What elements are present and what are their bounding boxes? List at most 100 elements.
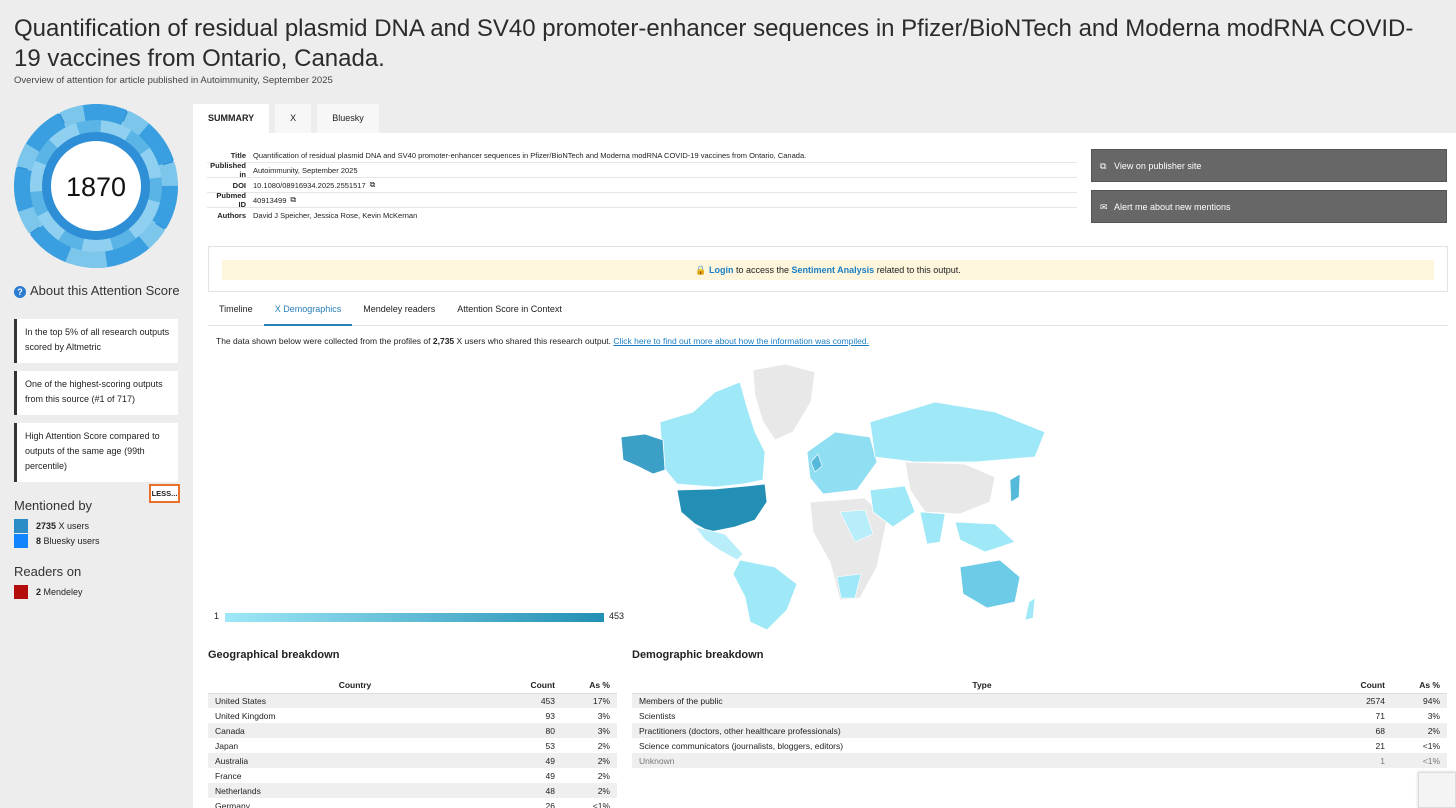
meta-authors-row: Authors David J Speicher, Jessica Rose, …: [217, 211, 418, 220]
info-compiled-link[interactable]: Click here to find out more about how th…: [613, 336, 869, 346]
tab-mendeley-readers[interactable]: Mendeley readers: [363, 304, 436, 314]
map-united-kingdom: [810, 453, 823, 473]
table-cell-percent: <1%: [1392, 753, 1447, 768]
table-cell-label: Unknown: [632, 753, 1332, 768]
question-icon[interactable]: ?: [14, 286, 26, 298]
demo-breakdown-table: Type Count As % Members of the public 257…: [632, 678, 1447, 768]
map-south-africa: [836, 573, 862, 599]
tab-x[interactable]: X: [275, 104, 312, 133]
readers-heading: Readers on: [14, 564, 82, 579]
view-publisher-button[interactable]: ⧉ View on publisher site: [1091, 149, 1447, 182]
table-cell-percent: <1%: [1422, 740, 1440, 751]
table-cell-count: 71: [1375, 710, 1385, 721]
login-notice-box: 🔒 Login to access the Sentiment Analysis…: [208, 246, 1448, 292]
alert-mentions-button[interactable]: ✉ Alert me about new mentions: [1091, 190, 1447, 223]
world-map[interactable]: [615, 362, 1050, 634]
table-row: Canada 80 3%: [208, 723, 617, 738]
reader-mendeley[interactable]: 2 Mendeley: [14, 585, 83, 599]
table-cell-count: 48: [502, 783, 562, 798]
doi-link[interactable]: 10.1080/08916934.2025.2551517: [253, 180, 366, 190]
table-row: Unknown 1 <1%: [632, 753, 1447, 768]
table-row: Germany 26 <1%: [208, 798, 617, 808]
meta-title-row: Title Quantification of residual plasmid…: [207, 148, 1077, 163]
top-tabs: SUMMARY X Bluesky: [193, 104, 379, 133]
external-link-icon[interactable]: ⧉: [290, 195, 297, 204]
mention-bluesky-users[interactable]: 8 Bluesky users: [14, 534, 100, 548]
table-row: France 49 2%: [208, 768, 617, 783]
tab-timeline[interactable]: Timeline: [219, 304, 253, 314]
demo-breakdown-heading: Demographic breakdown: [632, 649, 764, 661]
meta-published-row: Published in Autoimmunity, September 202…: [207, 161, 1077, 179]
demographics-intro: The data shown below were collected from…: [216, 336, 869, 346]
map-russia: [869, 401, 1046, 463]
tab-bluesky[interactable]: Bluesky: [317, 104, 379, 133]
map-southeast-asia: [954, 521, 1016, 553]
external-link-icon[interactable]: ⧉: [369, 180, 376, 189]
geo-breakdown-heading: Geographical breakdown: [208, 649, 340, 661]
sub-tabs: Timeline X Demographics Mendeley readers…: [208, 297, 1448, 326]
table-cell-percent: 3%: [1427, 710, 1440, 721]
table-cell-label: United States: [208, 693, 502, 708]
table-row: United Kingdom 93 3%: [208, 708, 617, 723]
about-score-heading[interactable]: ? About this Attention Score: [14, 283, 184, 298]
login-link[interactable]: Login: [708, 265, 734, 275]
table-cell-percent: <1%: [592, 800, 610, 808]
envelope-icon: ✉: [1100, 202, 1108, 212]
table-cell-percent: 94%: [1392, 693, 1447, 708]
less-button[interactable]: LESS...: [149, 484, 180, 503]
table-cell-percent: 17%: [562, 693, 617, 708]
table-cell-count: 93: [545, 710, 555, 721]
table-cell-label: Japan: [215, 740, 239, 751]
geo-breakdown-table: Country Count As % United States 453 17% Un…: [208, 678, 617, 808]
table-row: Scientists 71 3%: [632, 708, 1447, 723]
table-cell-label: Netherlands: [208, 783, 502, 798]
table-row: Science communicators (journalists, blog…: [632, 738, 1447, 753]
table-cell-label: United Kingdom: [215, 710, 276, 721]
table-cell-count: 53: [545, 740, 555, 751]
table-cell-count: 2574: [1332, 693, 1392, 708]
tab-x-demographics[interactable]: X Demographics: [263, 297, 353, 326]
altmetric-donut[interactable]: 1870: [14, 104, 178, 268]
table-cell-label: Australia: [208, 753, 502, 768]
context-card-1: In the top 5% of all research outputs sc…: [14, 319, 178, 363]
map-australia: [959, 559, 1021, 609]
table-row: Members of the public 2574 94%: [632, 693, 1447, 708]
map-united-states: [676, 483, 768, 533]
context-card-2: One of the highest-scoring outputs from …: [14, 371, 178, 415]
table-cell-label: Canada: [208, 723, 502, 738]
pubmed-link[interactable]: 40913499: [253, 195, 287, 205]
recaptcha-badge[interactable]: [1418, 772, 1456, 808]
score-value: 1870: [66, 172, 126, 202]
mention-x-users[interactable]: 2735 X users: [14, 519, 89, 533]
map-mexico: [693, 526, 744, 561]
table-cell-count: 80: [502, 723, 562, 738]
tab-attention-context[interactable]: Attention Score in Context: [457, 304, 562, 314]
table-cell-percent: 2%: [562, 783, 617, 798]
bluesky-swatch: [14, 534, 28, 548]
map-legend-gradient: [225, 613, 604, 622]
sentiment-analysis-link[interactable]: Sentiment Analysis: [791, 265, 875, 275]
table-row: United States 453 17%: [208, 693, 617, 708]
table-cell-label: Scientists: [639, 710, 676, 721]
table-cell-label: France: [215, 770, 242, 781]
map-greenland: [752, 363, 816, 441]
table-cell-label: Germany: [215, 800, 250, 808]
table-cell-count: 68: [1332, 723, 1392, 738]
map-middle-east: [869, 485, 916, 528]
table-cell-percent: 2%: [597, 770, 610, 781]
table-cell-percent: 2%: [1392, 723, 1447, 738]
page-title: Quantification of residual plasmid DNA a…: [14, 15, 1414, 72]
map-south-america: [732, 559, 798, 631]
table-cell-count: 453: [502, 693, 562, 708]
table-cell-percent: 2%: [597, 740, 610, 751]
article-metadata: Title Quantification of residual plasmid…: [207, 148, 1077, 223]
map-africa-some: [839, 509, 874, 543]
context-card-3: High Attention Score compared to outputs…: [14, 423, 178, 482]
meta-doi-row: DOI 10.1080/08916934.2025.2551517 ⧉: [207, 178, 1077, 193]
table-cell-count: 1: [1332, 753, 1392, 768]
tab-summary[interactable]: SUMMARY: [193, 104, 270, 133]
table-cell-label: Science communicators (journalists, blog…: [639, 740, 844, 751]
map-legend-max: 453: [609, 611, 625, 621]
map-india: [919, 511, 946, 545]
table-cell-percent: 3%: [597, 710, 610, 721]
